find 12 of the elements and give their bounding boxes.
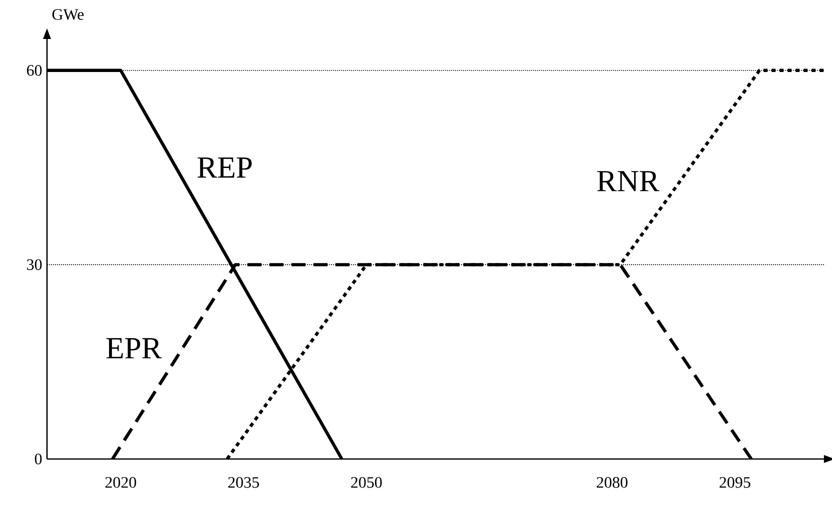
series-label: EPR	[106, 338, 162, 358]
y-axis-title: GWe	[52, 9, 84, 20]
x-tick-label: 2020	[105, 477, 136, 488]
x-tick-label: 2050	[351, 477, 382, 488]
x-tick-label: 2035	[228, 477, 259, 488]
series-label: REP	[198, 157, 252, 178]
series-label: RNR	[597, 171, 660, 192]
y-tick-label: 60	[26, 64, 42, 76]
y-tick-label: 30	[27, 259, 42, 270]
x-tick-label: 2095	[720, 477, 750, 488]
x-tick-label: 2080	[596, 477, 628, 488]
y-tick-label: 0	[34, 454, 42, 464]
